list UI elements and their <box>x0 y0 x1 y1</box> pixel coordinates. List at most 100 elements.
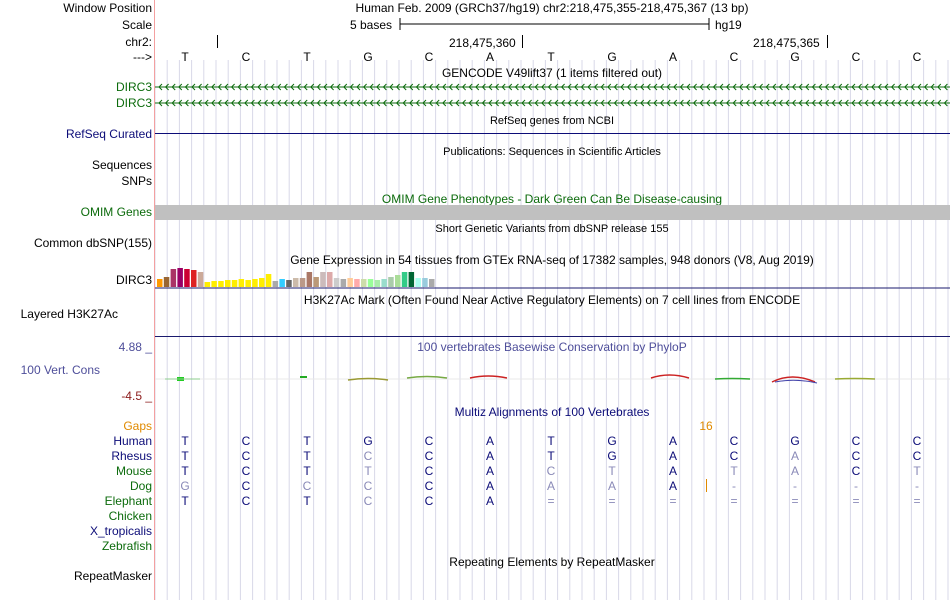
gtex-tissue-bar[interactable] <box>197 272 204 287</box>
gtex-tissue-bar[interactable] <box>422 278 428 287</box>
alignment-base-human: C <box>729 434 739 448</box>
gtex-tissue-bar[interactable] <box>286 280 292 287</box>
reference-base: G <box>790 50 800 64</box>
gtex-tissue-bar[interactable] <box>354 279 360 287</box>
track-label-dirc3-a[interactable]: DIRC3 <box>115 80 152 94</box>
species-label-mouse: Mouse <box>115 464 152 478</box>
alignment-base-mouse: C <box>546 464 556 478</box>
gtex-tissue-bar[interactable] <box>245 280 251 287</box>
alignment-base-elephant: C <box>363 494 373 508</box>
gtex-tissue-bar[interactable] <box>279 279 285 287</box>
alignment-base-rhesus: A <box>668 449 678 463</box>
track-label-gaps[interactable]: Gaps <box>123 419 152 433</box>
gtex-tissue-bar[interactable] <box>252 279 258 287</box>
dirc3-gene-graphics[interactable] <box>155 81 950 111</box>
alignment-base-rhesus: T <box>181 449 189 463</box>
gap-marker <box>706 479 707 492</box>
gtex-tissue-bar[interactable] <box>170 269 177 287</box>
refseq-title: RefSeq genes from NCBI <box>489 115 615 127</box>
track-label-repeatmasker[interactable]: RepeatMasker <box>73 569 152 583</box>
track-label-refseq[interactable]: RefSeq Curated <box>65 127 152 141</box>
gtex-tissue-bar[interactable] <box>238 279 245 287</box>
alignment-base-human: C <box>912 434 922 448</box>
alignment-base-elephant: = <box>913 494 921 508</box>
gtex-expression-bars[interactable] <box>155 266 950 290</box>
gtex-tissue-bar[interactable] <box>211 281 217 287</box>
alignment-base-rhesus: C <box>241 449 251 463</box>
alignment-base-mouse: C <box>851 464 861 478</box>
gtex-tissue-bar[interactable] <box>306 272 313 287</box>
gtex-tissue-bar[interactable] <box>299 278 306 287</box>
alignment-base-mouse: T <box>730 464 738 478</box>
gtex-tissue-bar[interactable] <box>231 280 238 287</box>
reference-base: C <box>729 50 739 64</box>
alignment-base-dog: - <box>732 479 736 493</box>
track-label-vert-cons[interactable]: 100 Vert. Cons <box>20 363 100 377</box>
alignment-base-elephant: = <box>791 494 799 508</box>
alignment-base-human: T <box>547 434 555 448</box>
gtex-tissue-bar[interactable] <box>225 280 231 287</box>
gtex-tissue-bar[interactable] <box>177 268 183 287</box>
alignment-base-dog: - <box>793 479 797 493</box>
alignment-base-elephant: = <box>730 494 738 508</box>
alignment-base-rhesus: A <box>485 449 495 463</box>
gtex-tissue-bar[interactable] <box>347 278 353 287</box>
gtex-tissue-bar[interactable] <box>367 279 374 287</box>
gtex-tissue-bar[interactable] <box>184 269 190 287</box>
track-label-sequences[interactable]: Sequences <box>91 158 152 172</box>
alignment-base-dog: A <box>546 479 556 493</box>
track-label-gtex-gene[interactable]: DIRC3 <box>115 273 152 287</box>
alignment-base-rhesus: C <box>424 449 434 463</box>
gtex-tissue-bar[interactable] <box>272 281 279 287</box>
track-label-snps[interactable]: SNPs <box>121 174 152 188</box>
alignment-base-dog: - <box>915 479 919 493</box>
reference-base: T <box>181 50 189 64</box>
species-label-dog: Dog <box>129 479 152 493</box>
phylop-signal[interactable] <box>155 366 950 388</box>
track-label-dbsnp[interactable]: Common dbSNP(155) <box>33 236 152 250</box>
alignment-base-rhesus: T <box>547 449 555 463</box>
track-label-h3k27ac[interactable]: Layered H3K27Ac <box>20 307 118 321</box>
gtex-tissue-bar[interactable] <box>408 272 415 287</box>
ruler-tick-2 <box>522 35 523 48</box>
gtex-tissue-bar[interactable] <box>320 272 326 287</box>
gtex-tissue-bar[interactable] <box>381 279 387 287</box>
gtex-tissue-bar[interactable] <box>415 278 421 287</box>
track-label-dirc3-b[interactable]: DIRC3 <box>115 96 152 110</box>
browser-image[interactable]: Human Feb. 2009 (GRCh37/hg19) chr2:218,4… <box>155 0 950 600</box>
omim-bar[interactable] <box>155 205 950 220</box>
gtex-tissue-bar[interactable] <box>388 277 394 287</box>
gtex-tissue-bar[interactable] <box>204 282 211 287</box>
base-grid <box>155 60 949 600</box>
gtex-tissue-bar[interactable] <box>374 280 381 287</box>
repeatmasker-title: Repeating Elements by RepeatMasker <box>449 555 655 569</box>
alignment-base-human: C <box>851 434 861 448</box>
gtex-tissue-bar[interactable] <box>333 278 340 287</box>
gtex-tissue-bar[interactable] <box>429 279 435 287</box>
gtex-tissue-bar[interactable] <box>313 277 319 287</box>
gtex-tissue-bar[interactable] <box>259 278 265 287</box>
gtex-tissue-bar[interactable] <box>395 275 401 287</box>
alignment-base-elephant: = <box>608 494 616 508</box>
alignment-base-elephant: C <box>241 494 251 508</box>
gtex-tissue-bar[interactable] <box>157 279 163 287</box>
reference-base: C <box>851 50 861 64</box>
omim-title: OMIM Gene Phenotypes - Dark Green Can Be… <box>381 192 723 206</box>
gtex-tissue-bar[interactable] <box>265 274 272 287</box>
gtex-tissue-bar[interactable] <box>401 272 408 287</box>
track-label-omim[interactable]: OMIM Genes <box>80 205 152 219</box>
alignment-base-elephant: = <box>669 494 677 508</box>
alignment-base-elephant: = <box>852 494 860 508</box>
alignment-base-dog: - <box>854 479 858 493</box>
gtex-tissue-bar[interactable] <box>361 279 367 287</box>
gtex-tissue-bar[interactable] <box>340 279 347 287</box>
reference-base: A <box>668 50 678 64</box>
assembly-label: hg19 <box>715 18 742 32</box>
alignment-base-dog: C <box>241 479 251 493</box>
gtex-tissue-bar[interactable] <box>293 278 299 287</box>
gtex-tissue-bar[interactable] <box>218 281 224 287</box>
gtex-tissue-bar[interactable] <box>327 272 333 287</box>
gtex-tissue-bar[interactable] <box>163 277 170 287</box>
window-position-label: Window Position <box>63 1 152 15</box>
gtex-tissue-bar[interactable] <box>191 270 197 287</box>
